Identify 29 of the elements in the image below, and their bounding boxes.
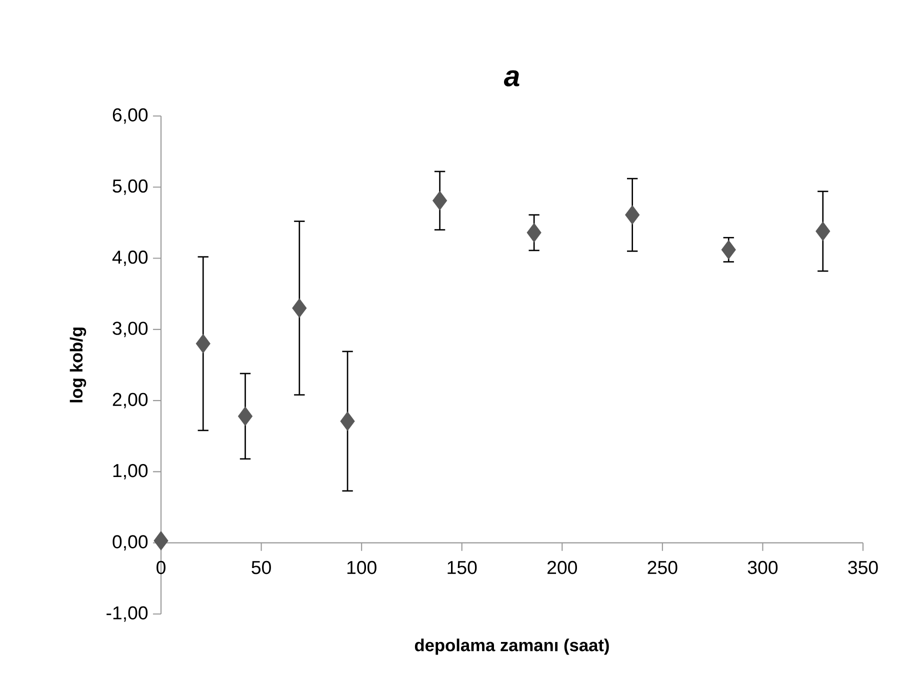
point: [816, 222, 830, 241]
y-axis-title: log kob/g: [70, 328, 86, 402]
point: [432, 191, 448, 210]
x-tick-label: 100: [347, 560, 376, 574]
point: [292, 298, 307, 318]
point: [154, 531, 168, 550]
y-tick-label: -1,00: [106, 606, 148, 622]
y-tick-label: 5,00: [112, 179, 148, 195]
point: [526, 223, 542, 242]
y-tick-label: 1,00: [113, 464, 148, 480]
point: [340, 412, 355, 431]
y-tick-label: 3,00: [112, 322, 148, 338]
point: [625, 205, 640, 224]
point: [238, 406, 253, 426]
x-tick-label: 0: [156, 560, 166, 574]
x-tick-label: 300: [748, 560, 778, 574]
point: [721, 240, 736, 260]
y-tick-label: 0,00: [112, 535, 148, 551]
y-tick-label: 6,00: [112, 108, 148, 124]
chart-title: a: [504, 70, 520, 86]
x-tick-label: 150: [448, 560, 477, 574]
x-tick-label: 250: [648, 560, 678, 574]
x-axis-title: depolama zamanı (saat): [414, 638, 609, 655]
x-tick-label: 350: [848, 560, 878, 574]
y-tick-label: 4,00: [112, 250, 148, 266]
y-tick-label: 2,00: [112, 392, 148, 408]
x-tick-label: 50: [252, 560, 271, 574]
point: [196, 334, 210, 354]
x-tick-label: 200: [548, 560, 577, 574]
